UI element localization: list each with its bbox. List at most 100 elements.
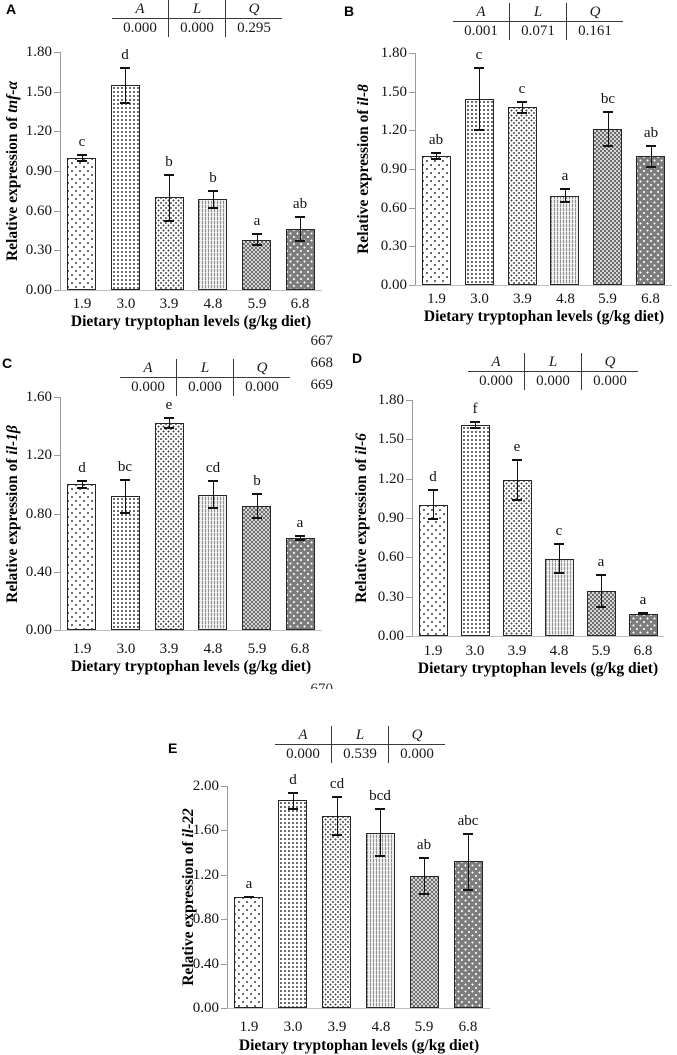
stats-table: A L Q 0.000 0.000 0.000 [120,359,290,396]
sig-letter: a [561,168,569,184]
bar-6.8 [454,861,483,1008]
line-number: 667 [310,333,334,349]
error-bar-line [169,417,170,429]
stats-values-row: 0.000 0.000 0.295 [112,19,282,37]
y-tick-mark [221,874,227,876]
panel-B: B A L Q 0.001 0.071 0.161 Relative expression o… [337,0,677,340]
y-tick-label: 1.50 [380,83,407,100]
bar-3.0 [111,85,140,290]
y-tick-label: 2.00 [192,778,219,794]
error-bar [164,174,174,222]
error-bar [77,154,87,162]
y-tick-label: 1.20 [380,122,407,139]
error-bar-cap-bottom [517,112,527,114]
error-bar-cap-bottom [208,207,218,209]
stats-value-cell: 0.000 [388,745,445,763]
stats-header-cell: Q [566,3,623,21]
error-bar-cap-bottom [77,160,87,162]
sig-letter: c [78,134,86,150]
error-bar-cap-bottom [120,102,130,104]
error-bar-cap-bottom [596,606,606,608]
panel-letter: C [2,355,13,371]
error-bar-cap-top [428,489,438,491]
error-bar-cap-bottom [252,517,262,519]
error-bar [288,792,298,810]
y-tick-label: 1.50 [377,431,404,448]
error-bar-line [475,421,476,429]
y-tick-label: 0.30 [25,242,52,259]
error-bar-cap-bottom [638,613,648,615]
x-tick-label: 5.9 [247,641,267,657]
sig-letter: d [121,47,129,63]
sig-letter: cd [329,776,345,792]
y-tick-mark [221,830,227,832]
error-bar-cap-bottom [560,201,570,203]
error-bar-cap-top [463,833,473,835]
y-tick-label: 0.40 [25,563,52,580]
error-bar-line [433,489,434,520]
error-bar [554,543,564,574]
error-bar-cap-top [431,152,441,154]
error-bar-line [651,145,652,168]
error-bar-cap-top [252,233,262,235]
bar-3.9 [322,816,351,1008]
error-bar-cap-bottom [428,518,438,520]
x-tick-label: 1.9 [427,291,446,307]
x-tick-label: 4.8 [371,1019,391,1035]
bar-6.8 [629,614,658,636]
y-axis-title: Relative expression of il-22 [178,786,200,1008]
stats-header-cell: A [298,727,308,743]
stats-value-cell: 0.000 [233,378,290,396]
x-tick-label: 3.0 [116,296,136,312]
bar-5.9 [242,506,271,630]
error-bar [470,421,480,429]
bar-1.9 [422,156,451,285]
y-tick-mark [406,557,412,559]
x-axis-line [60,630,322,631]
error-bar-cap-bottom [295,539,305,541]
error-bar [603,111,613,147]
y-tick-label: 0.90 [377,510,404,526]
error-bar-line [300,216,301,242]
x-axis-line [227,1008,490,1009]
x-tick-label: 3.0 [465,643,485,659]
error-bar [375,808,385,857]
error-bar-line [522,101,523,114]
error-bar-cap-top [295,535,305,537]
x-tick-label: 3.9 [507,643,527,659]
y-tick-label: 0.60 [377,549,404,566]
bar-1.9 [67,484,96,630]
bar-6.8 [636,156,665,285]
error-bar-line [479,67,480,131]
y-tick-mark [406,596,412,598]
sig-letter: bc [600,91,616,107]
error-bar-line [213,480,214,509]
sig-letter: a [639,592,647,608]
x-tick-label: 4.8 [203,296,223,312]
y-tick-mark [409,246,415,248]
stats-values-row: 0.000 0.539 0.000 [275,745,445,763]
sig-letter: a [296,515,304,531]
x-tick-label: 3.0 [116,641,136,657]
error-bar-line [125,67,126,104]
stats-value-cell: 0.071 [509,22,566,40]
x-tick-label: 1.9 [423,643,443,659]
error-bar [208,190,218,209]
error-bar-line [565,188,566,203]
error-bar-line [517,459,518,501]
panel-letter: D [352,350,363,366]
stats-value-cell: 0.000 [286,746,320,762]
stats-values-row: 0.000 0.000 0.000 [468,372,638,390]
error-bar-line [337,796,338,836]
sig-letter: c [518,81,526,97]
x-tick-label: 6.8 [290,296,310,312]
y-axis-line [415,53,416,285]
sig-letter: bcd [369,788,391,804]
error-bar-cap-top [512,459,522,461]
line-number: 669 [310,377,334,393]
bar-5.9 [242,240,271,290]
error-bar-line [424,857,425,895]
error-bar-cap-top [120,67,130,69]
error-bar [252,233,262,246]
